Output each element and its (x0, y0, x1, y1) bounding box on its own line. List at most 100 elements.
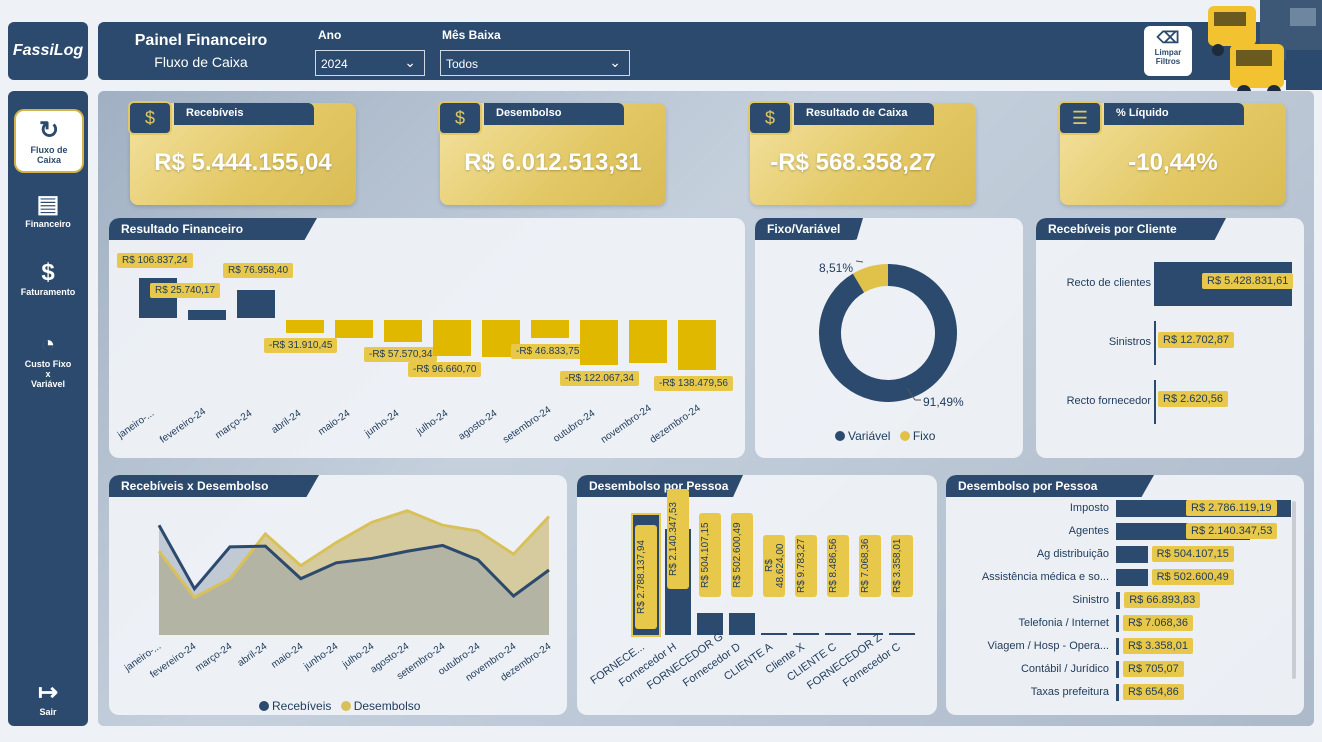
kpi-card-resultado-caixa: Resultado de Caixa $ -R$ 568.358,27 (748, 101, 976, 205)
bar-category-label: Recto de clientes (1066, 277, 1151, 289)
data-label: R$ 76.958,40 (223, 263, 294, 278)
bar (1116, 661, 1119, 678)
kpi-value: R$ 5.444.155,04 (154, 149, 332, 176)
bar (825, 633, 851, 635)
bar (1154, 380, 1156, 424)
bar (1116, 684, 1119, 701)
bar (1116, 615, 1119, 632)
legend-dot-fixo (899, 431, 910, 441)
bar-category-label: Ag distribuição (1036, 548, 1109, 560)
kpi-card-desembolso: Desembolso $ R$ 6.012.513,31 (438, 101, 666, 205)
card-recebiveis-desembolso: Recebíveis x Desembolso janeiro-... fever… (109, 475, 567, 715)
data-label: R$ 5.428.831,61 (1202, 273, 1294, 289)
sidebar-item-label: Fluxo de (30, 145, 68, 155)
kpi-label: Desembolso (484, 103, 624, 125)
card-title: Fixo/Variável (755, 218, 863, 240)
clear-label-1: Limpar (1154, 48, 1182, 57)
sidebar-item-financeiro[interactable]: ▤ Financeiro (8, 191, 88, 229)
x-tick-label: dezembro-24 (648, 402, 703, 446)
bar (678, 320, 716, 371)
kpi-label: Resultado de Caixa (794, 103, 934, 125)
card-title: Desembolso por Pessoa (577, 475, 743, 497)
sidebar-item-sair[interactable]: ↦ Sair (8, 679, 88, 717)
bar (761, 632, 787, 635)
card-title: Recebíveis por Cliente (1036, 218, 1226, 240)
title-text: Painel Financeiro (134, 32, 268, 49)
filter-mes-value: Todos (446, 57, 479, 71)
bar (857, 633, 883, 635)
invoice-icon: ▤ (36, 191, 60, 218)
sidebar: ↻ Fluxo de Caixa ▤ Financeiro $ Faturame… (8, 91, 88, 726)
sidebar-item-custo-fixo[interactable]: ◔ Custo Fixo x Variável (8, 331, 88, 389)
bar-category-label: Sinistros (1108, 336, 1151, 348)
leader-line (855, 260, 864, 263)
data-label: -R$ 46.833,75 (511, 344, 585, 359)
fixo-variavel-donut-chart (819, 260, 957, 402)
bar (335, 320, 373, 338)
sidebar-item-label: Caixa (36, 155, 62, 165)
data-label: R$ 2.786.119,19 (1186, 500, 1277, 516)
data-label: R$ 9.783,27 (795, 535, 817, 597)
x-tick-label: março-24 (213, 408, 255, 442)
sidebar-item-label: Faturamento (20, 287, 76, 297)
bar-category-label: Imposto (1069, 502, 1109, 514)
data-label: R$ 25.740,17 (150, 283, 221, 298)
bar (1116, 546, 1148, 563)
legend-dot-desembolso (340, 701, 351, 711)
data-label: R$ 66.893,83 (1124, 592, 1201, 608)
trucks-illustration (1208, 0, 1322, 99)
x-tick-label: janeiro-... (115, 408, 157, 441)
filter-mes-select[interactable]: Todos ⌄ (440, 50, 630, 76)
eraser-icon: ⌫ (1156, 30, 1180, 47)
data-label: R$ 12.702,87 (1158, 332, 1235, 348)
sidebar-item-label: Sair (39, 707, 57, 717)
pie-money-icon: ◔ (40, 331, 56, 358)
clear-filters-button[interactable]: ⌫ Limpar Filtros (1144, 26, 1192, 76)
data-label: R$ 2.620,56 (1158, 391, 1228, 407)
bar (580, 320, 618, 365)
legend-dot-variavel (835, 431, 845, 441)
bar (384, 320, 422, 343)
area-recebiveis (159, 525, 549, 635)
filter-ano-value: 2024 (321, 57, 348, 71)
bar-category-label: Viagem / Hosp - Opera... (987, 640, 1109, 652)
data-label: R$ 502.600,49 (1151, 569, 1234, 585)
x-tick-label: abril-24 (269, 408, 304, 437)
bar-category-label: Contábil / Jurídico (1020, 663, 1109, 675)
legend-recebiveis: Recebíveis (272, 699, 332, 713)
filter-mes-label: Mês Baixa (442, 28, 501, 42)
card-fixo-variavel: Fixo/Variável 8,51% 91,49% Variável Fixo (755, 218, 1023, 458)
card-desembolso-pessoa-horizontal: Desembolso por Pessoa Imposto R$ 2.786.11… (946, 475, 1304, 715)
kpi-value: -10,44% (1128, 149, 1218, 176)
bar (531, 320, 569, 339)
line-recebiveis (157, 524, 550, 598)
pie-slice-fixo (852, 264, 889, 293)
x-tick-label: fevereiro-24 (158, 406, 209, 446)
kpi-value: -R$ 568.358,27 (770, 149, 936, 176)
x-tick-label: julho-24 (414, 408, 451, 438)
bar (433, 320, 471, 356)
kpi-label: Recebíveis (174, 103, 314, 125)
data-label: R$ 3.358,01 (891, 535, 913, 597)
bar-category-label: Recto fornecedor (1066, 395, 1151, 407)
data-label: R$ 504.107,15 (1151, 546, 1234, 562)
page-title: Painel Financeiro Fluxo de Caixa (106, 32, 296, 70)
data-label: R$ 2.140.347,53 (1186, 523, 1278, 539)
line-desembolso (157, 509, 551, 600)
data-label: -R$ 96.660,70 (408, 362, 482, 377)
data-label: R$ 7.068,36 (859, 535, 881, 597)
filter-ano-select[interactable]: 2024 ⌄ (315, 50, 425, 76)
dashboard-main: Recebíveis $ R$ 5.444.155,04 Desembolso … (98, 91, 1314, 726)
logo-text: FassiLog (12, 42, 84, 59)
money-out-icon: $ (438, 101, 482, 135)
x-tick-label: setembro-24 (501, 404, 554, 446)
sidebar-item-faturamento[interactable]: $ Faturamento (8, 259, 88, 297)
data-label: R$ 502.600,49 (731, 513, 753, 597)
bar-category-label: Telefonia / Internet (1018, 617, 1109, 629)
sidebar-item-fluxo-caixa[interactable]: ↻ Fluxo de Caixa (16, 111, 82, 171)
legend-variavel: Variável (848, 429, 891, 443)
scrollbar[interactable] (1292, 501, 1296, 679)
sidebar-item-label: Variável (30, 379, 66, 389)
x-tick-label: junho-24 (363, 408, 402, 440)
legend-fixo: Fixo (912, 429, 936, 443)
